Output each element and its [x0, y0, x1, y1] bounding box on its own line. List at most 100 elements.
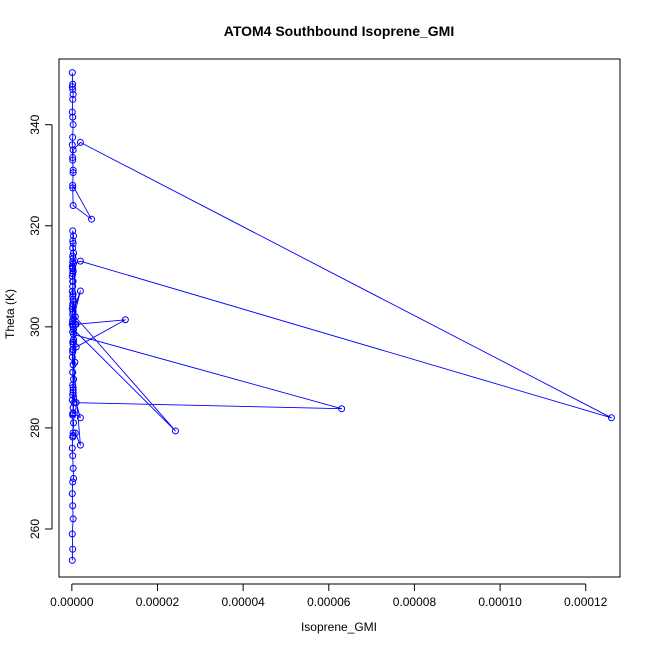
data-point — [68, 556, 76, 564]
data-point — [70, 325, 78, 333]
data-point — [69, 290, 77, 298]
data-point — [69, 133, 77, 141]
data-point — [69, 338, 77, 346]
data-point — [69, 464, 77, 472]
data-point — [69, 452, 77, 460]
data-point — [70, 249, 78, 257]
data-point — [70, 330, 78, 338]
data-point — [69, 166, 77, 174]
data-point — [69, 121, 77, 129]
data-point — [69, 277, 77, 285]
data-point — [69, 432, 77, 439]
data-point — [69, 113, 77, 121]
data-point — [68, 272, 76, 280]
data-point — [68, 141, 76, 149]
data-point — [69, 502, 77, 510]
data-point — [69, 80, 77, 88]
data-point — [76, 414, 84, 422]
plot-series — [68, 69, 615, 564]
data-point — [69, 391, 77, 399]
data-point — [68, 83, 76, 91]
data-point — [69, 348, 77, 356]
data-point — [71, 313, 79, 321]
data-point — [338, 405, 346, 413]
x-tick-label: 0.00006 — [307, 595, 351, 609]
data-point — [69, 293, 77, 301]
data-point — [69, 264, 77, 272]
data-point — [69, 237, 77, 245]
data-point — [68, 490, 76, 498]
data-point — [69, 368, 77, 376]
data-point — [69, 515, 77, 523]
data-point — [70, 399, 78, 407]
data-point — [69, 320, 77, 328]
data-point — [69, 303, 77, 311]
y-tick-label: 260 — [28, 519, 42, 539]
x-axis-label: Isoprene_GMI — [301, 620, 377, 634]
x-tick-label: 0.00002 — [136, 595, 180, 609]
y-tick-label: 280 — [28, 418, 42, 438]
data-point — [69, 156, 77, 164]
data-point — [121, 316, 129, 324]
data-point — [69, 267, 77, 275]
data-point — [69, 184, 77, 192]
y-tick-label: 320 — [28, 215, 42, 235]
x-tick-label: 0.00010 — [478, 595, 522, 609]
data-point — [69, 346, 77, 354]
data-point — [69, 95, 77, 103]
data-point — [69, 239, 77, 247]
data-point — [88, 215, 96, 223]
data-point — [70, 419, 78, 427]
y-axis: 260 280 300 320 340 — [28, 114, 53, 539]
data-point — [70, 260, 78, 268]
y-axis-label: Theta (K) — [3, 289, 17, 339]
data-point — [607, 414, 615, 422]
data-point — [68, 444, 76, 452]
data-point — [69, 169, 77, 177]
y-tick-label: 340 — [28, 114, 42, 134]
data-point — [76, 138, 84, 146]
series-line — [71, 72, 612, 561]
data-point — [68, 69, 76, 77]
x-axis: 0.00000 0.00002 0.00004 0.00006 0.00008 0.000… — [50, 583, 608, 609]
plot-frame — [58, 58, 621, 578]
data-point — [69, 90, 77, 98]
data-point — [69, 282, 77, 290]
data-point — [69, 154, 77, 162]
data-point — [68, 108, 76, 116]
x-tick-label: 0.00012 — [564, 595, 608, 609]
data-point — [69, 227, 77, 235]
data-point — [70, 232, 78, 240]
data-point — [71, 358, 79, 366]
x-tick-label: 0.00000 — [50, 595, 94, 609]
data-point — [70, 375, 78, 383]
data-point — [70, 474, 78, 482]
data-point — [69, 146, 77, 154]
data-point — [69, 409, 77, 417]
chart-title: ATOM4 Southbound Isoprene_GMI — [224, 23, 454, 39]
data-point — [69, 252, 77, 260]
data-point — [69, 386, 77, 394]
data-point — [76, 257, 84, 265]
data-point — [171, 427, 179, 435]
data-point — [69, 383, 77, 391]
x-tick-label: 0.00008 — [393, 595, 437, 609]
data-point — [69, 429, 77, 437]
y-tick-label: 300 — [28, 317, 42, 337]
x-tick-label: 0.00004 — [221, 595, 265, 609]
data-point — [76, 287, 84, 295]
data-point — [69, 404, 77, 412]
data-point — [69, 202, 77, 210]
data-point — [70, 298, 78, 306]
data-point — [69, 85, 77, 93]
data-point — [69, 411, 77, 419]
data-point — [69, 181, 77, 189]
data-point — [69, 478, 77, 486]
data-point — [69, 545, 77, 553]
data-point — [76, 441, 84, 449]
data-point — [72, 399, 80, 407]
data-point — [69, 244, 77, 252]
data-point — [69, 389, 77, 397]
